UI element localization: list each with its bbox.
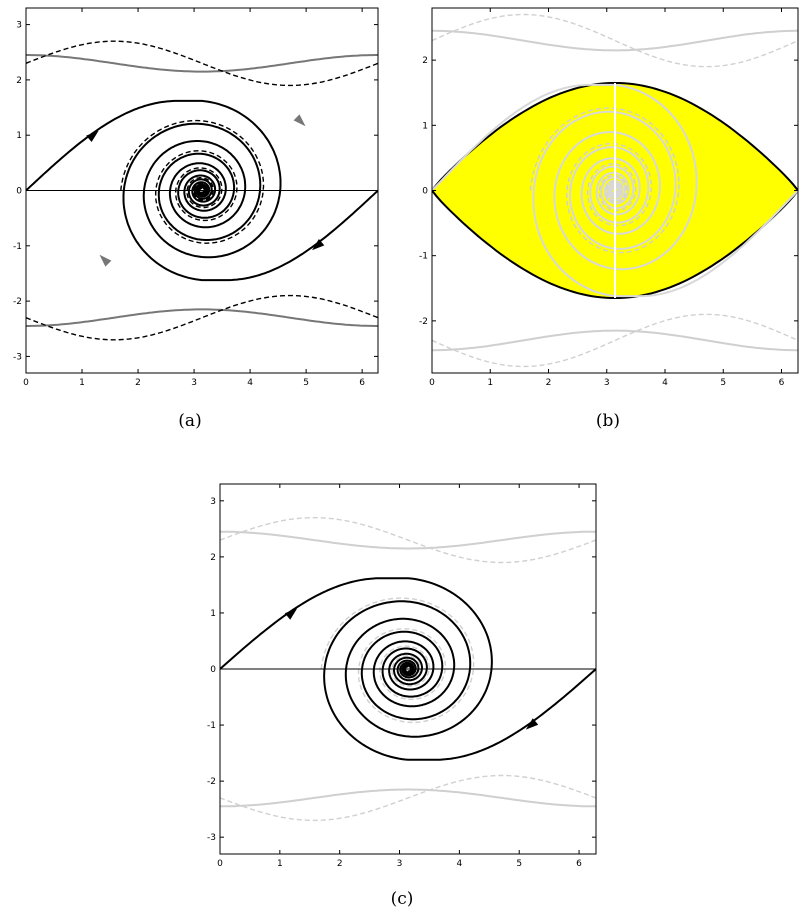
separatrix-lower bbox=[323, 600, 596, 761]
dashed-spiral bbox=[320, 597, 475, 724]
plot-area bbox=[26, 40, 378, 341]
separatrix-lower bbox=[532, 110, 798, 298]
separatrix-upper bbox=[220, 577, 493, 738]
y-tick-label: 1 bbox=[422, 121, 428, 131]
outer-curve-upper bbox=[26, 54, 378, 73]
x-tick-label: 5 bbox=[720, 378, 726, 388]
arrow-upper bbox=[284, 608, 298, 620]
x-tick-label: 6 bbox=[359, 378, 365, 388]
dashed-curve-upper bbox=[26, 40, 378, 87]
y-tick-label: 1 bbox=[210, 609, 216, 619]
arrow-gray-upper bbox=[293, 114, 306, 127]
y-tick-label: 0 bbox=[210, 665, 216, 675]
y-tick-label: -1 bbox=[419, 252, 428, 262]
panel-a: 0 1 2 3 4 5 6 -3 -2 -1 0 1 2 3 bbox=[13, 7, 379, 388]
dashed-curve-lower bbox=[220, 774, 596, 822]
caption-b: (b) bbox=[596, 411, 620, 431]
x-tick-label: 5 bbox=[303, 378, 309, 388]
arrow-upper bbox=[86, 130, 99, 142]
y-tick-label: 2 bbox=[210, 553, 216, 563]
x-tick-label: 1 bbox=[79, 378, 85, 388]
plot-area bbox=[220, 516, 596, 822]
y-tick-label: 2 bbox=[422, 56, 428, 66]
x-tick-label: 3 bbox=[191, 378, 197, 388]
x-tick-label: 3 bbox=[397, 859, 403, 869]
x-tick-label: 0 bbox=[23, 378, 29, 388]
dashed-curve-lower bbox=[26, 294, 378, 341]
x-tick-label: 4 bbox=[662, 378, 668, 388]
outer-curve-lower bbox=[26, 308, 378, 327]
separatrix-upper bbox=[432, 83, 698, 271]
plot-area bbox=[432, 13, 798, 368]
x-tick-label: 0 bbox=[217, 859, 223, 869]
y-tick-label: -2 bbox=[419, 317, 428, 327]
separatrix-upper bbox=[26, 99, 282, 259]
separatrix-lower bbox=[122, 122, 378, 282]
y-tick-label: -3 bbox=[207, 833, 216, 843]
x-tick-label: 6 bbox=[779, 378, 785, 388]
outer-curve-upper bbox=[432, 29, 798, 52]
y-tick-label: 3 bbox=[210, 497, 216, 507]
arrow-lower bbox=[525, 718, 539, 730]
caption-a: (a) bbox=[178, 411, 201, 431]
y-tick-label: -3 bbox=[13, 352, 22, 362]
outer-curve-lower bbox=[432, 329, 798, 352]
panel-b: 0 1 2 3 4 5 6 -2 -1 0 1 2 bbox=[419, 7, 799, 388]
caption-c: (c) bbox=[391, 889, 414, 909]
panel-c: 0 1 2 3 4 5 6 -3 -2 -1 0 1 2 3 bbox=[207, 483, 597, 869]
y-tick-label: 0 bbox=[16, 187, 22, 197]
x-tick-label: 3 bbox=[604, 378, 610, 388]
x-tick-label: 6 bbox=[576, 859, 582, 869]
y-tick-label: -2 bbox=[207, 777, 216, 787]
dashed-curve-upper bbox=[220, 516, 596, 564]
x-tick-label: 2 bbox=[135, 378, 141, 388]
dashed-curve-lower bbox=[432, 313, 798, 368]
x-tick-label: 4 bbox=[247, 378, 253, 388]
x-tick-label: 4 bbox=[457, 859, 463, 869]
y-tick-label: 2 bbox=[16, 76, 22, 86]
y-tick-label: 3 bbox=[16, 21, 22, 31]
x-tick-label: 2 bbox=[337, 859, 343, 869]
y-tick-label: -2 bbox=[13, 297, 22, 307]
x-tick-label: 0 bbox=[429, 378, 435, 388]
y-tick-label: 1 bbox=[16, 131, 22, 141]
x-tick-label: 5 bbox=[516, 859, 522, 869]
y-tick-label: 0 bbox=[422, 187, 428, 197]
x-tick-label: 1 bbox=[277, 859, 283, 869]
arrow-lower bbox=[312, 239, 325, 251]
x-tick-label: 2 bbox=[546, 378, 552, 388]
y-tick-label: -1 bbox=[13, 242, 22, 252]
outer-curve-upper bbox=[220, 530, 596, 550]
arrow-gray-lower bbox=[99, 254, 112, 267]
outer-curve-lower bbox=[220, 788, 596, 808]
dashed-curve-upper bbox=[432, 13, 798, 68]
y-tick-label: -1 bbox=[207, 721, 216, 731]
x-tick-label: 1 bbox=[487, 378, 493, 388]
